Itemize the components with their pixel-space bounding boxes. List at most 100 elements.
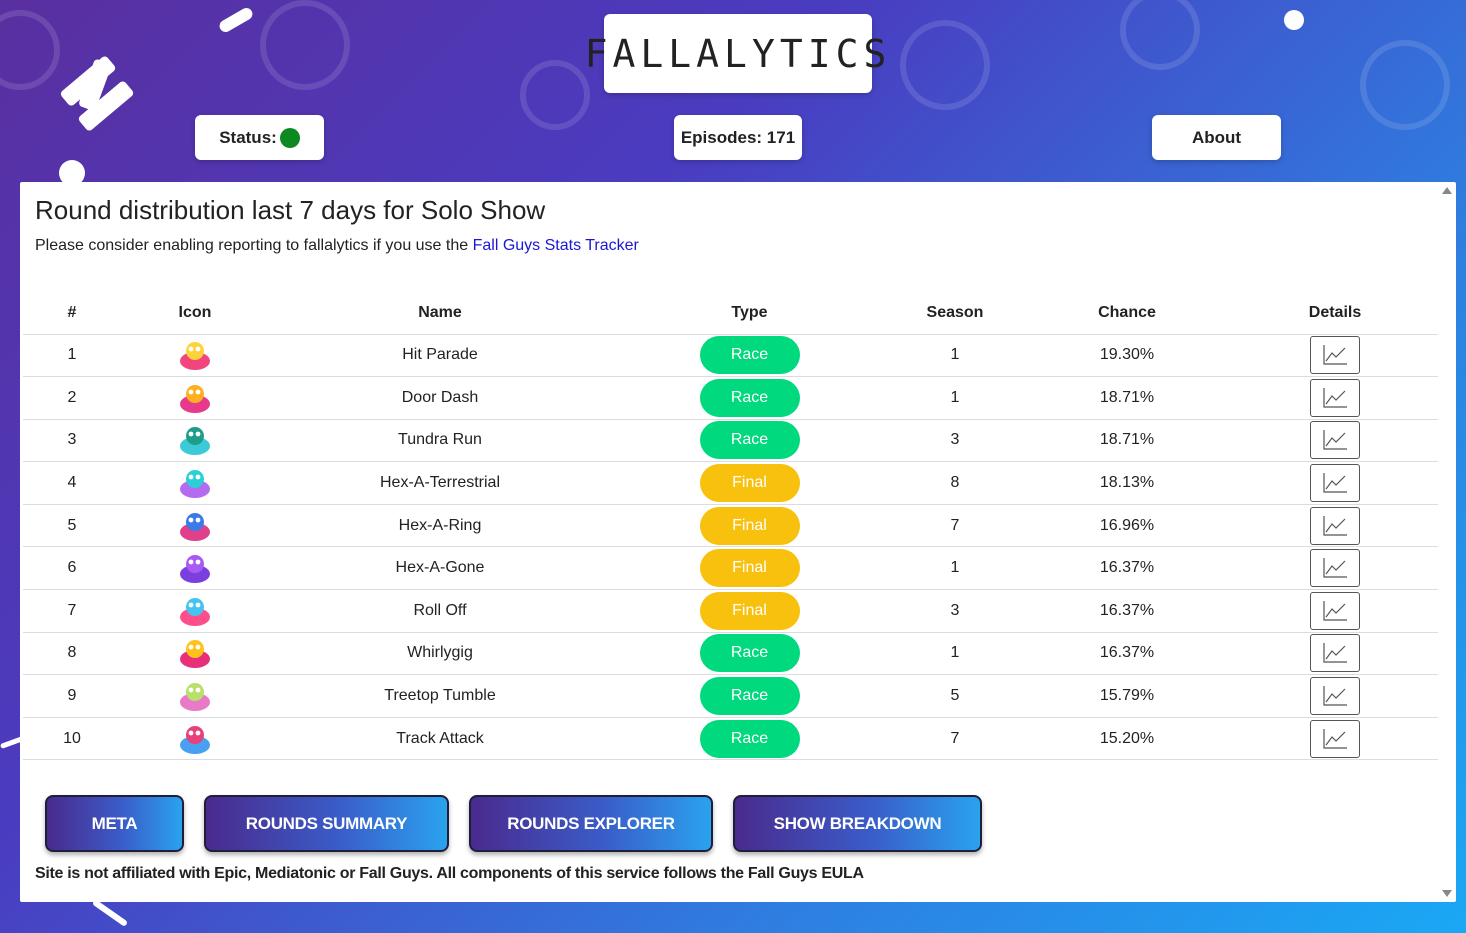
- meta-button[interactable]: META: [45, 795, 184, 852]
- type-badge: Race: [699, 719, 800, 758]
- status-label: Status:: [219, 127, 277, 147]
- row-rank: 1: [23, 334, 121, 378]
- row-details-cell: [1232, 589, 1438, 633]
- details-button[interactable]: [1310, 677, 1360, 716]
- row-type-cell: Final: [611, 546, 888, 591]
- row-season: 1: [888, 632, 1022, 676]
- header-name: Name: [269, 292, 611, 335]
- about-button[interactable]: About: [1152, 115, 1281, 160]
- rounds-summary-button[interactable]: ROUNDS SUMMARY: [204, 795, 449, 852]
- row-season: 3: [888, 419, 1022, 463]
- row-icon-cell: [121, 674, 269, 718]
- row-rank: 10: [23, 717, 121, 761]
- hex-a-ring-icon: [177, 508, 213, 544]
- details-button[interactable]: [1310, 506, 1360, 545]
- row-chance: 15.79%: [1022, 674, 1232, 718]
- row-chance: 18.71%: [1022, 376, 1232, 420]
- row-type-cell: Race: [611, 717, 888, 761]
- row-season: 7: [888, 717, 1022, 761]
- row-details-cell: [1232, 461, 1438, 505]
- type-badge: Race: [699, 421, 800, 460]
- details-button[interactable]: [1310, 336, 1360, 375]
- line-chart-icon: [1323, 387, 1347, 408]
- row-rank: 4: [23, 461, 121, 505]
- line-chart-icon: [1323, 686, 1347, 706]
- details-button[interactable]: [1310, 719, 1360, 758]
- row-rank: 5: [23, 504, 121, 548]
- table-row: 1 Hit Parade Race 1 19.30%: [23, 334, 1438, 378]
- row-name: Whirlygig: [269, 632, 611, 676]
- row-chance: 16.96%: [1022, 504, 1232, 548]
- row-icon-cell: [121, 504, 269, 548]
- show-breakdown-button[interactable]: SHOW BREAKDOWN: [733, 795, 982, 852]
- roll-off-icon: [177, 593, 213, 629]
- row-chance: 16.37%: [1022, 632, 1232, 676]
- rounds-table: # Icon Name Type Season Chance Details 1: [23, 292, 1438, 761]
- site-logo[interactable]: FALLALYTICS: [585, 14, 886, 93]
- row-name: Roll Off: [269, 589, 611, 633]
- reporting-notice: Please consider enabling reporting to fa…: [35, 237, 639, 255]
- details-button[interactable]: [1310, 464, 1360, 503]
- row-name: Door Dash: [269, 376, 611, 420]
- scroll-down-arrow-icon[interactable]: [1442, 890, 1452, 897]
- details-button[interactable]: [1310, 378, 1360, 417]
- details-button[interactable]: [1310, 634, 1360, 673]
- row-details-cell: [1232, 717, 1438, 761]
- row-details-cell: [1232, 419, 1438, 463]
- hex-a-gone-icon: [177, 550, 213, 586]
- table-header-row: # Icon Name Type Season Chance Details: [23, 292, 1438, 335]
- row-name: Tundra Run: [269, 419, 611, 463]
- status-online-icon: [279, 127, 300, 148]
- stats-tracker-link[interactable]: Fall Guys Stats Tracker: [472, 237, 639, 254]
- line-chart-icon: [1323, 515, 1347, 536]
- row-season: 1: [888, 546, 1022, 591]
- type-badge: Race: [699, 336, 800, 375]
- row-details-cell: [1232, 632, 1438, 676]
- row-rank: 7: [23, 589, 121, 633]
- status-indicator: Status:: [195, 115, 324, 160]
- type-badge: Race: [699, 634, 800, 673]
- details-button[interactable]: [1310, 591, 1360, 630]
- rounds-explorer-button[interactable]: ROUNDS EXPLORER: [469, 795, 713, 852]
- track-attack-icon: [177, 721, 213, 757]
- row-chance: 16.37%: [1022, 589, 1232, 633]
- treetop-tumble-icon: [177, 678, 213, 714]
- header-type: Type: [611, 292, 888, 335]
- hex-a-terrestrial-icon: [177, 465, 213, 501]
- type-badge: Final: [699, 464, 800, 503]
- table-row: 6 Hex-A-Gone Final 1 16.37%: [23, 546, 1438, 591]
- row-season: 1: [888, 376, 1022, 420]
- row-icon-cell: [121, 546, 269, 591]
- row-name: Hit Parade: [269, 334, 611, 378]
- tundra-run-icon: [177, 422, 213, 458]
- table-row: 4 Hex-A-Terrestrial Final 8 18.13%: [23, 461, 1438, 505]
- row-icon-cell: [121, 376, 269, 420]
- row-type-cell: Final: [611, 504, 888, 548]
- details-button[interactable]: [1310, 421, 1360, 460]
- row-details-cell: [1232, 674, 1438, 718]
- scroll-up-arrow-icon[interactable]: [1442, 187, 1452, 194]
- row-icon-cell: [121, 632, 269, 676]
- table-row: 10 Track Attack Race 7 15.20%: [23, 717, 1438, 761]
- line-chart-icon: [1323, 473, 1347, 493]
- table-row: 3 Tundra Run Race 3 18.71%: [23, 419, 1438, 463]
- row-season: 8: [888, 461, 1022, 505]
- row-type-cell: Race: [611, 334, 888, 378]
- row-chance: 18.13%: [1022, 461, 1232, 505]
- table-row: 5 Hex-A-Ring Final 7 16.96%: [23, 504, 1438, 548]
- type-badge: Final: [699, 591, 800, 630]
- row-icon-cell: [121, 461, 269, 505]
- details-button[interactable]: [1310, 549, 1360, 588]
- table-row: 2 Door Dash Race 1 18.71%: [23, 376, 1438, 420]
- row-details-cell: [1232, 334, 1438, 378]
- row-rank: 3: [23, 419, 121, 463]
- row-name: Treetop Tumble: [269, 674, 611, 718]
- hit-parade-icon: [177, 337, 213, 373]
- row-details-cell: [1232, 504, 1438, 548]
- row-name: Hex-A-Ring: [269, 504, 611, 548]
- notice-text: Please consider enabling reporting to fa…: [35, 237, 473, 254]
- whirlygig-icon: [177, 635, 213, 671]
- table-row: 7 Roll Off Final 3 16.37%: [23, 589, 1438, 633]
- header-icon: Icon: [121, 292, 269, 335]
- row-icon-cell: [121, 419, 269, 463]
